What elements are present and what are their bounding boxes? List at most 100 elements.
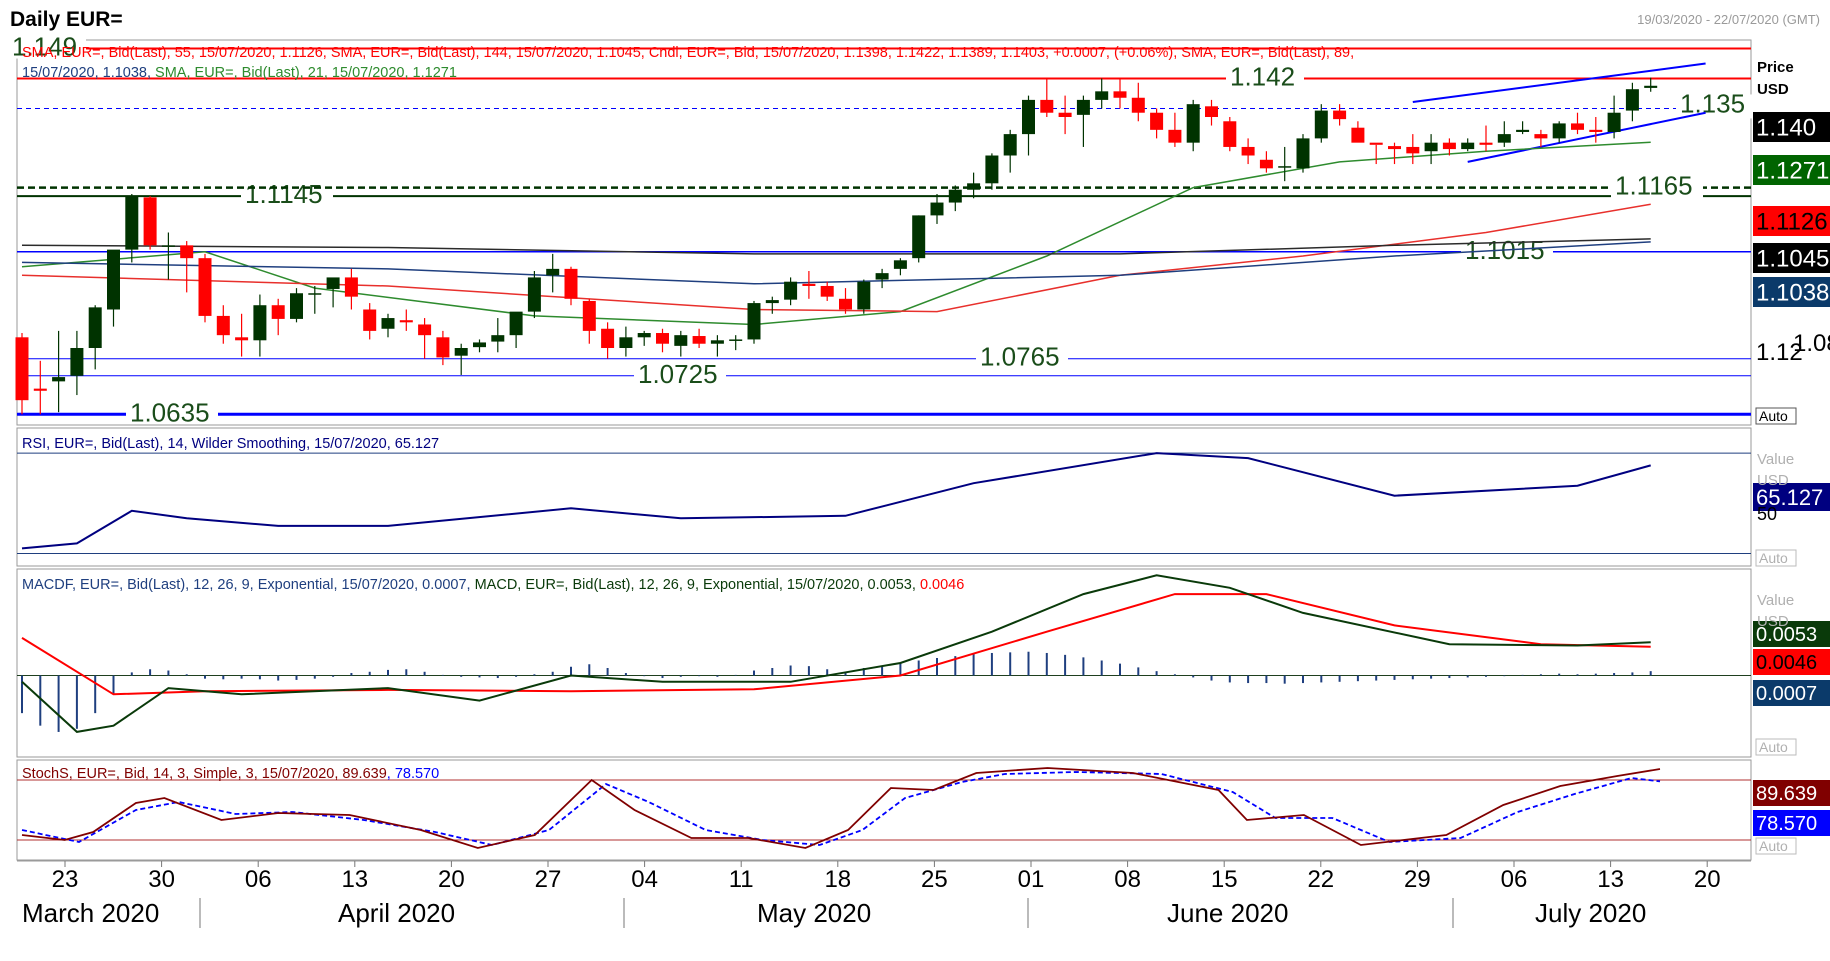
candle-bull — [1552, 123, 1566, 139]
candle-bull — [70, 348, 84, 376]
overlay-sma-55 — [21, 203, 1651, 313]
stoch-value-tag: 78.570 — [1756, 813, 1817, 835]
month-label: July 2020 — [1535, 898, 1646, 928]
candle-bull — [1607, 112, 1621, 132]
macd-auto-label: Auto — [1759, 739, 1788, 755]
rsi-line — [21, 452, 1651, 550]
candle-bear — [820, 285, 834, 297]
candle-bear — [1223, 121, 1237, 147]
price-value-tag-bg — [1753, 243, 1830, 273]
candle-bull — [930, 202, 944, 216]
date-axis-label: 08 — [1114, 866, 1141, 893]
candle-bear — [582, 300, 596, 331]
candle-bear — [180, 245, 194, 259]
rsi-axis-unit: USD — [1757, 472, 1789, 489]
window-title: Daily EUR= — [10, 8, 123, 31]
candle-bull — [784, 281, 798, 300]
candle-bear — [1589, 129, 1603, 132]
price-legend-line2: 15/07/2020, 1.1038, SMA, EUR=, Bid(Last)… — [22, 65, 457, 81]
price-axis-tick-112: 1.12 — [1756, 339, 1803, 366]
level-label-bg-1.0765 — [976, 344, 1068, 369]
right-axis: 1.140 1.1271 1.1126 1.1045 1.1038 65.127 0.005… — [1753, 112, 1830, 836]
macd-value-tag: 0.0053 — [1756, 624, 1817, 646]
candle-bull — [509, 311, 523, 336]
candle-bear — [802, 283, 816, 286]
candle-bull — [674, 335, 688, 346]
macd-auto-button[interactable]: Auto — [1755, 738, 1797, 756]
candle-bull — [875, 273, 889, 280]
price-value-tag: 1.1126 — [1756, 209, 1828, 236]
stoch-auto-label: Auto — [1759, 838, 1788, 854]
candle-bull — [454, 348, 468, 356]
macd-legend-macd: MACD, EUR=, Bid(Last), 12, 26, 9, Expone… — [475, 577, 920, 593]
price-value-tag-bg — [1753, 155, 1830, 185]
candle-bull — [857, 281, 871, 310]
date-axis-label: 29 — [1404, 866, 1431, 893]
date-axis-label: 13 — [1597, 866, 1624, 893]
date-axis-label: 20 — [1694, 866, 1721, 893]
price-value-tag-bg — [1753, 112, 1830, 142]
date-axis-label: 06 — [245, 866, 272, 893]
level-label-bg-1.1165 — [1611, 173, 1703, 198]
level-label-bg-1.142 — [1226, 64, 1304, 89]
candle-bear — [436, 337, 450, 358]
rsi-auto-button[interactable]: Auto — [1755, 549, 1797, 567]
month-label: June 2020 — [1167, 898, 1288, 928]
macd-value-tag-bg — [1753, 680, 1830, 706]
candle-bull — [1314, 110, 1328, 139]
candle-bull — [912, 215, 926, 259]
candle-bull — [948, 189, 962, 203]
price-value-tag: 1.1271 — [1756, 158, 1829, 185]
candle-bear — [216, 315, 230, 336]
price-auto-button[interactable]: Auto — [1755, 407, 1797, 425]
price-value-tag: 1.1038 — [1756, 280, 1829, 307]
candle-bear — [235, 337, 249, 341]
candle-bear — [198, 258, 212, 316]
candle-bull — [967, 183, 981, 190]
level-label-bg-1.135 — [1676, 94, 1754, 119]
date-axis-label: 30 — [148, 866, 175, 893]
candle-bull — [473, 342, 486, 348]
candle-bear — [33, 388, 47, 391]
date-axis-label: 18 — [824, 866, 851, 893]
candle-bull — [88, 307, 102, 348]
candle-bear — [1351, 127, 1365, 143]
candle-bull — [1625, 89, 1639, 111]
candle-bull — [308, 293, 322, 295]
level-label-1.135: 1.135 — [1680, 88, 1745, 118]
price-value-tag: 1.1045 — [1756, 246, 1829, 273]
date-axis-label: 11 — [729, 866, 754, 893]
rsi-axis-title: Value — [1757, 451, 1794, 468]
candle-bear — [363, 309, 377, 331]
price-panel-frame — [16, 39, 1752, 426]
month-label: May 2020 — [757, 898, 871, 928]
candle-bull — [290, 293, 303, 319]
price-value-tag-bg — [1753, 206, 1830, 236]
candle-bear — [418, 324, 432, 336]
date-axis-label: 01 — [1018, 866, 1045, 893]
level-label-1.1145: 1.1145 — [245, 179, 323, 209]
candle-bull — [527, 277, 541, 312]
macd-plot — [17, 574, 1751, 733]
candle-bull — [893, 260, 907, 269]
macd-axis-unit: USD — [1757, 613, 1789, 630]
candle-bull — [1003, 134, 1017, 156]
candle-bull — [1424, 142, 1438, 152]
level-label-1.0725: 1.0725 — [638, 359, 718, 389]
stoch-legend-k: 89.639 — [342, 766, 386, 782]
price-axis-tick-108: 1.08 — [1793, 330, 1830, 357]
candle-bear — [1333, 110, 1347, 120]
date-range: 19/03/2020 - 22/07/2020 (GMT) — [1637, 12, 1820, 27]
candle-bull — [1461, 142, 1475, 150]
macd-axis-title: Value — [1757, 592, 1794, 609]
channel-lower-line — [1467, 111, 1706, 163]
stoch-plot — [17, 767, 1751, 849]
stoch-auto-button[interactable]: Auto — [1755, 837, 1797, 855]
candle-bear — [1534, 134, 1548, 139]
macd-value-tag: 0.0046 — [1756, 652, 1817, 674]
candle-bull — [710, 340, 724, 344]
candle-bear — [1168, 129, 1182, 143]
candle-bear — [1406, 146, 1420, 154]
rsi-value-tag-bg — [1753, 483, 1830, 511]
